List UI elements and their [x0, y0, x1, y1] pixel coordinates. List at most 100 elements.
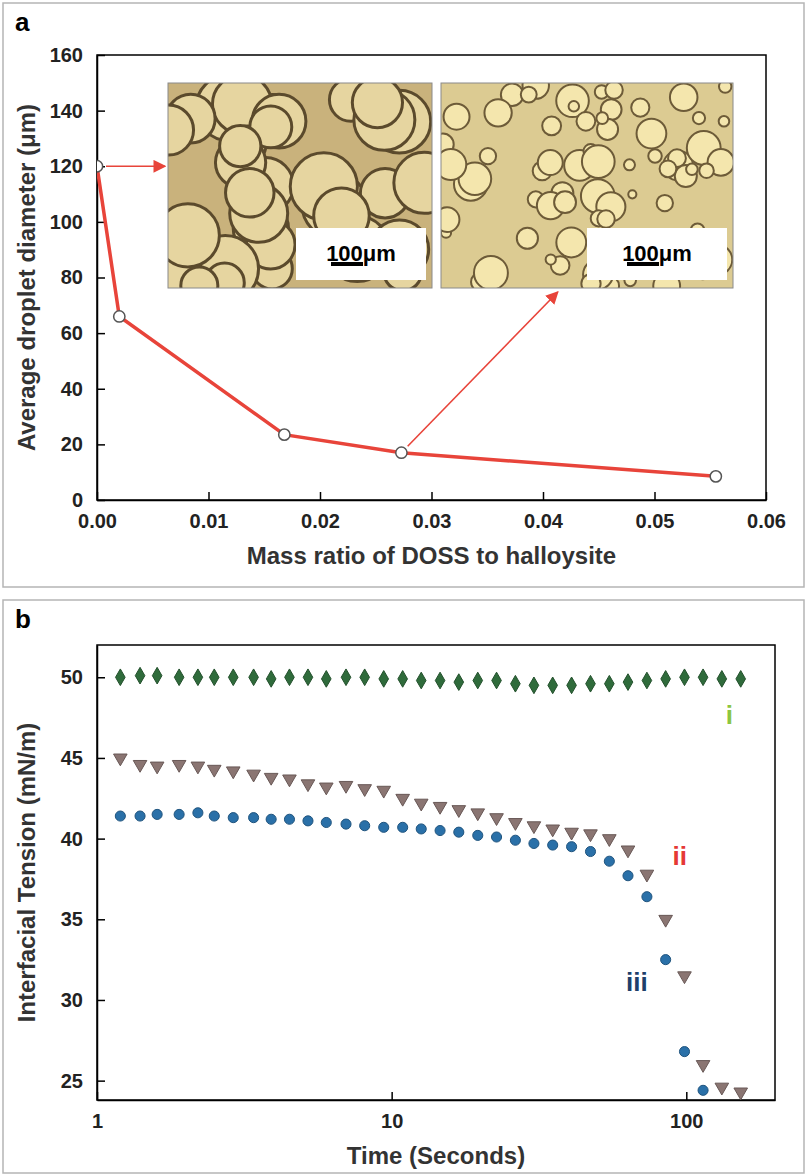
- x-tick-label: 10: [381, 1110, 403, 1132]
- data-point: [116, 669, 126, 686]
- data-point: [319, 783, 333, 795]
- scale-bar-box: [587, 228, 727, 280]
- data-point: [698, 1085, 708, 1095]
- data-point: [284, 814, 294, 824]
- x-tick-label: 100: [670, 1110, 703, 1132]
- data-point: [379, 671, 389, 688]
- data-point: [473, 830, 483, 840]
- data-point: [115, 811, 125, 821]
- data-point: [228, 813, 238, 823]
- data-point: [377, 786, 391, 798]
- data-point: [452, 806, 466, 818]
- data-point: [585, 846, 595, 856]
- micrograph-droplet: [181, 267, 218, 288]
- micrograph-droplet: [538, 150, 563, 175]
- micrograph-droplet: [480, 148, 496, 164]
- micrograph-droplet: [693, 112, 705, 124]
- scale-bar-box: [296, 228, 426, 280]
- data-point: [341, 669, 351, 686]
- data-point: [736, 671, 746, 688]
- micrograph-droplet: [719, 116, 730, 127]
- micrograph-droplet: [441, 149, 466, 180]
- x-tick-mark: [431, 492, 433, 500]
- x-tick: 0.06: [747, 492, 786, 532]
- y-tick-label: 20: [61, 433, 83, 455]
- data-point: [172, 760, 186, 772]
- data-point: [454, 827, 464, 837]
- y-tick-mark: [97, 838, 105, 840]
- micrograph-droplet: [628, 190, 636, 198]
- data-point: [358, 785, 372, 797]
- micrograph-droplet: [554, 191, 576, 213]
- panel: b110100253035404550Time (Seconds)Interfa…: [3, 600, 804, 1173]
- data-point: [586, 675, 596, 692]
- y-tick-mark: [97, 919, 105, 921]
- data-point: [584, 830, 598, 842]
- data-point: [546, 825, 560, 837]
- data-point: [435, 826, 445, 836]
- data-point: [471, 809, 485, 821]
- figure: a0.000.010.020.030.040.050.0602040608010…: [0, 0, 807, 1176]
- inset-arrow: [106, 165, 165, 167]
- micrograph-droplet: [596, 112, 608, 124]
- data-point: [174, 809, 184, 819]
- plot-frame: [97, 645, 775, 1100]
- data-point: [490, 814, 504, 826]
- x-axis-title: Mass ratio of DOSS to halloysite: [247, 542, 616, 569]
- data-marks: [114, 667, 748, 1099]
- data-point: [567, 842, 577, 852]
- y-tick-mark: [97, 1000, 105, 1002]
- data-point: [642, 672, 652, 689]
- y-tick: 20: [61, 433, 105, 455]
- data-point: [285, 669, 295, 686]
- x-axis-title: Time (Seconds): [347, 1142, 525, 1169]
- series-line: [97, 166, 716, 476]
- x-tick-mark: [208, 492, 210, 500]
- y-tick: 40: [61, 828, 105, 850]
- y-tick: 40: [61, 378, 105, 400]
- micrograph-droplet: [569, 101, 580, 112]
- data-point: [565, 828, 579, 840]
- data-point: [152, 809, 162, 819]
- y-tick-label: 50: [61, 666, 83, 688]
- data-point: [623, 674, 633, 691]
- x-tick-mark: [654, 492, 656, 500]
- data-point: [396, 794, 410, 806]
- y-tick-mark: [97, 1080, 105, 1082]
- data-point: [114, 754, 128, 766]
- data-point: [640, 870, 654, 882]
- micrograph-droplet: [441, 207, 459, 232]
- y-tick: 35: [61, 908, 105, 930]
- y-tick: 120: [50, 155, 105, 177]
- figure-svg: a0.000.010.020.030.040.050.0602040608010…: [0, 0, 807, 1176]
- data-point: [279, 429, 290, 440]
- data-point: [473, 672, 483, 689]
- data-point: [341, 819, 351, 829]
- panel-border: [3, 600, 804, 1173]
- micrograph-droplet: [699, 163, 714, 178]
- x-tick-mark: [543, 492, 545, 500]
- micrograph-droplet: [624, 159, 635, 170]
- micrograph-droplet: [719, 83, 731, 93]
- data-point: [249, 813, 259, 823]
- micrograph-droplet: [542, 116, 561, 135]
- y-axis: 020406080100120140160: [50, 44, 105, 511]
- x-tick-label: 0.00: [78, 510, 117, 532]
- data-point: [492, 832, 502, 842]
- y-tick-mark: [97, 500, 105, 502]
- micrograph-droplet: [556, 228, 586, 258]
- panel-label: b: [15, 604, 31, 634]
- micrograph-droplet: [517, 228, 538, 249]
- x-tick: 0.01: [190, 492, 229, 532]
- x-tick: 10: [381, 1092, 403, 1132]
- data-point: [398, 822, 408, 832]
- micrograph-droplet: [657, 195, 673, 211]
- micrograph-droplet: [660, 160, 677, 177]
- data-point: [679, 1047, 689, 1057]
- y-tick: 140: [50, 100, 105, 122]
- x-tick-label: 0.06: [747, 510, 786, 532]
- x-axis: 0.000.010.020.030.040.050.06: [78, 492, 786, 532]
- x-tick: 0.03: [413, 492, 452, 532]
- y-tick-mark: [97, 333, 105, 335]
- y-axis: 253035404550: [61, 646, 105, 1101]
